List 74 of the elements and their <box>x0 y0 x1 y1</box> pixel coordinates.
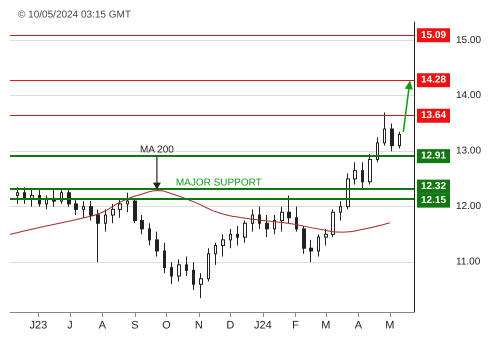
candlestick <box>118 198 122 218</box>
candlestick <box>221 234 225 258</box>
candlestick <box>251 208 254 232</box>
x-tick-label: M <box>321 320 330 332</box>
candlestick <box>148 222 151 246</box>
candlestick <box>89 200 93 222</box>
x-tick-label: O <box>162 320 172 332</box>
candlestick <box>170 262 173 285</box>
x-tick-label: A <box>354 320 363 332</box>
candlestick <box>324 228 328 246</box>
ref-line-label: 12.15 <box>421 195 446 206</box>
candlestick <box>140 214 144 235</box>
candlestick <box>353 162 357 185</box>
candlestick <box>317 234 320 258</box>
annotation: MAJOR SUPPORT <box>176 177 262 188</box>
candlestick <box>133 198 137 224</box>
candlestick <box>295 206 298 232</box>
x-tick-label: D <box>226 320 234 332</box>
candlestick <box>390 122 394 152</box>
candlestick <box>265 214 269 238</box>
candlestick <box>74 198 78 216</box>
y-tick-label: 14.00 <box>456 90 482 102</box>
candlestick <box>243 220 247 244</box>
candlestick <box>82 200 85 218</box>
ref-line-label: 15.09 <box>421 30 446 41</box>
candlestick <box>207 248 210 282</box>
x-tick-label: M <box>385 320 394 332</box>
x-tick-label: J24 <box>254 320 272 332</box>
text: © 10/05/2024 03:15 GMT <box>18 10 131 20</box>
candlestick <box>376 136 379 163</box>
candlestick <box>23 186 26 204</box>
annotation: MA 200 <box>140 144 174 156</box>
candlestick <box>258 206 261 230</box>
candlestick <box>163 242 166 274</box>
candlestick <box>331 208 335 238</box>
candlestick <box>16 186 19 204</box>
candlestick <box>185 256 188 276</box>
x-tick-label: F <box>292 320 300 332</box>
candlestick <box>236 226 239 246</box>
candlestick <box>126 192 129 213</box>
y-tick-label: 11.00 <box>456 256 481 268</box>
candlestick <box>287 195 291 224</box>
candlestick <box>361 162 364 191</box>
candlestick <box>192 262 195 290</box>
y-tick-label: 13.00 <box>456 146 482 157</box>
candlestick <box>111 203 115 224</box>
candlestick <box>383 112 386 146</box>
ref-line-label: 14.28 <box>421 74 446 86</box>
x-tick-label: J <box>67 320 73 332</box>
candlestick <box>309 239 313 263</box>
candlestick <box>177 258 181 282</box>
y-tick-label: 15.00 <box>456 34 482 46</box>
ref-line-label: 12.91 <box>421 150 446 162</box>
candlestick <box>302 226 306 254</box>
x-tick-label: N <box>194 320 203 332</box>
candlestick <box>104 208 107 232</box>
candlestick <box>199 272 203 299</box>
candlestick <box>273 214 276 235</box>
candlestick <box>368 153 372 185</box>
y-tick-label: 12.00 <box>456 201 482 212</box>
x-tick-label: S <box>131 320 139 332</box>
x-tick-label: J23 <box>29 320 48 332</box>
candlestick <box>96 208 100 263</box>
candlestick <box>398 131 401 149</box>
candlestick <box>30 190 34 208</box>
line-series <box>10 190 390 235</box>
candlestick <box>155 231 159 258</box>
ref-line-label: 13.64 <box>421 110 446 122</box>
candlestick <box>229 228 232 249</box>
candlestick <box>339 200 342 222</box>
x-tick-label: A <box>98 320 107 332</box>
candlestick <box>280 206 284 232</box>
candlestick <box>214 242 217 266</box>
ref-line-label: 12.32 <box>421 181 446 192</box>
